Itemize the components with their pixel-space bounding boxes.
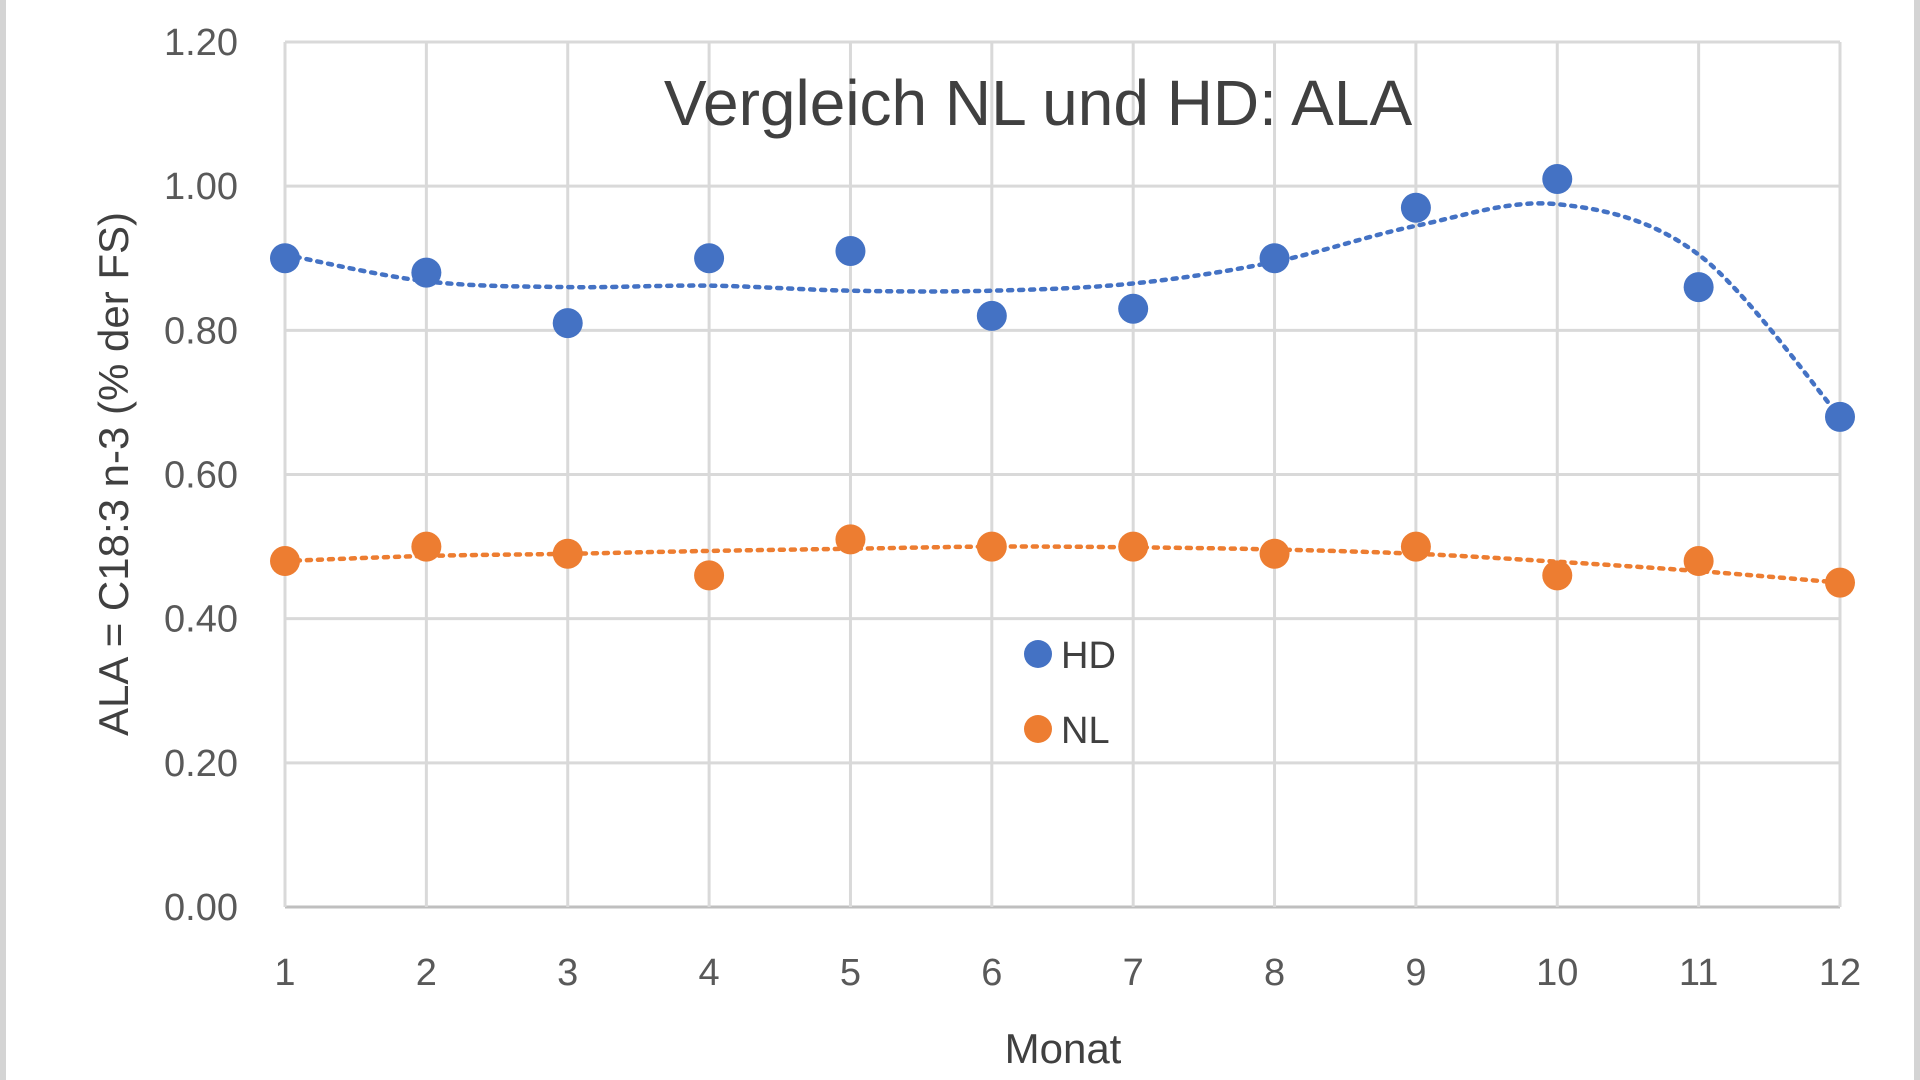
trendline-hd [282,201,1843,420]
point-hd [1825,401,1855,432]
x-tick-label: 6 [981,952,1002,994]
legend-marker-hd [1024,640,1052,668]
x-axis-title: Monat [1005,1025,1122,1072]
x-tick-label: 11 [1679,952,1718,994]
point-nl [1825,567,1855,598]
point-hd [411,257,442,288]
legend-label-nl: NL [1061,710,1110,752]
data-points [270,163,1855,598]
point-hd [1118,293,1149,324]
point-nl [1542,560,1573,591]
point-hd [694,243,725,274]
point-hd [1400,192,1431,223]
y-tick-label: 0.40 [164,599,238,641]
legend: HD NL [1024,635,1116,752]
point-hd [1683,272,1714,303]
x-tick-label: 5 [840,952,861,994]
trendlines [282,201,1843,585]
point-hd [835,236,866,267]
chart-title: Vergleich NL und HD: ALA [664,67,1413,139]
legend-marker-nl [1024,715,1052,743]
point-nl [552,538,583,569]
y-tick-label: 0.20 [164,743,238,785]
point-hd [270,243,300,274]
legend-label-hd: HD [1061,635,1116,677]
x-tick-label: 1 [274,952,295,994]
x-tick-label: 2 [416,952,437,994]
point-nl [270,546,300,576]
x-tick-label: 3 [557,952,578,994]
y-tick-label: 1.00 [164,166,238,208]
point-nl [1683,546,1714,576]
x-tick-label: 10 [1536,952,1578,994]
grid [283,40,1842,909]
point-hd [1542,163,1573,194]
point-nl [411,531,442,562]
point-hd [552,308,583,339]
y-tick-label: 0.80 [164,310,238,352]
point-nl [1118,531,1149,562]
point-hd [976,300,1007,331]
x-tick-label: 7 [1123,952,1144,994]
x-tick-label: 9 [1405,952,1426,994]
y-tick-label: 0.60 [164,455,238,497]
point-nl [694,560,725,591]
x-tick-label: 12 [1819,952,1861,994]
trendline-nl [282,544,1843,585]
y-tick-label: 0.00 [164,887,238,929]
chart: 0.000.200.400.600.801.001.201 2 3 4 5 6 7 8 9 10 1… [90,22,1861,1072]
tick-labels: 0.000.200.400.600.801.001.201 2 3 4 5 6 7 8 9 10 1… [164,22,1861,994]
point-nl [1259,538,1290,569]
x-tick-label: 4 [699,952,720,994]
y-axis-title: ALA = C18:3 n-3 (% der FS) [90,212,137,736]
point-nl [835,524,866,555]
point-hd [1259,243,1290,274]
point-nl [976,531,1007,562]
y-tick-label: 1.20 [164,22,238,64]
x-tick-label: 8 [1264,952,1285,994]
point-nl [1400,531,1431,562]
